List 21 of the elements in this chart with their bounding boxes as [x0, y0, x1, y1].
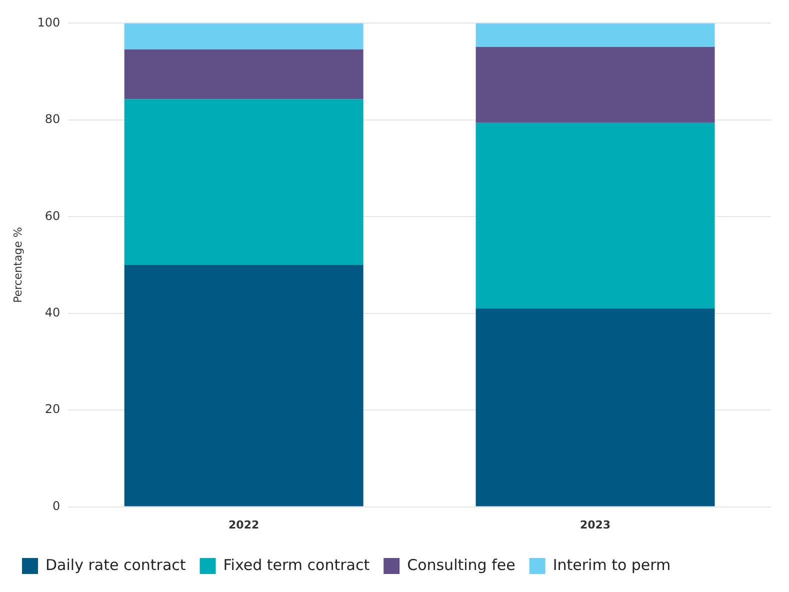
y-tick-label: 0: [52, 498, 60, 513]
x-tick-label: 2022: [228, 518, 260, 532]
bar: [124, 49, 364, 100]
bar: [124, 99, 364, 265]
bar: [124, 265, 364, 506]
bar: [476, 308, 715, 506]
y-tick-label: 40: [44, 305, 60, 320]
bar: [476, 46, 715, 123]
x-tick-label: 2023: [580, 518, 611, 532]
legend-label: Consulting fee: [407, 556, 516, 574]
legend-label: Interim to perm: [552, 556, 671, 574]
y-tick-label: 80: [44, 112, 60, 126]
bar: [476, 23, 715, 47]
y-tick-label: 20: [44, 402, 60, 416]
legend-label: Daily rate contract: [46, 556, 186, 574]
y-tick-label: 60: [44, 208, 60, 223]
bar: [124, 23, 364, 50]
bar: [476, 122, 715, 309]
legend-label: Fixed term contract: [223, 556, 370, 574]
y-tick-label: 100: [37, 15, 60, 30]
y-axis-title: Percentage %: [11, 227, 24, 303]
